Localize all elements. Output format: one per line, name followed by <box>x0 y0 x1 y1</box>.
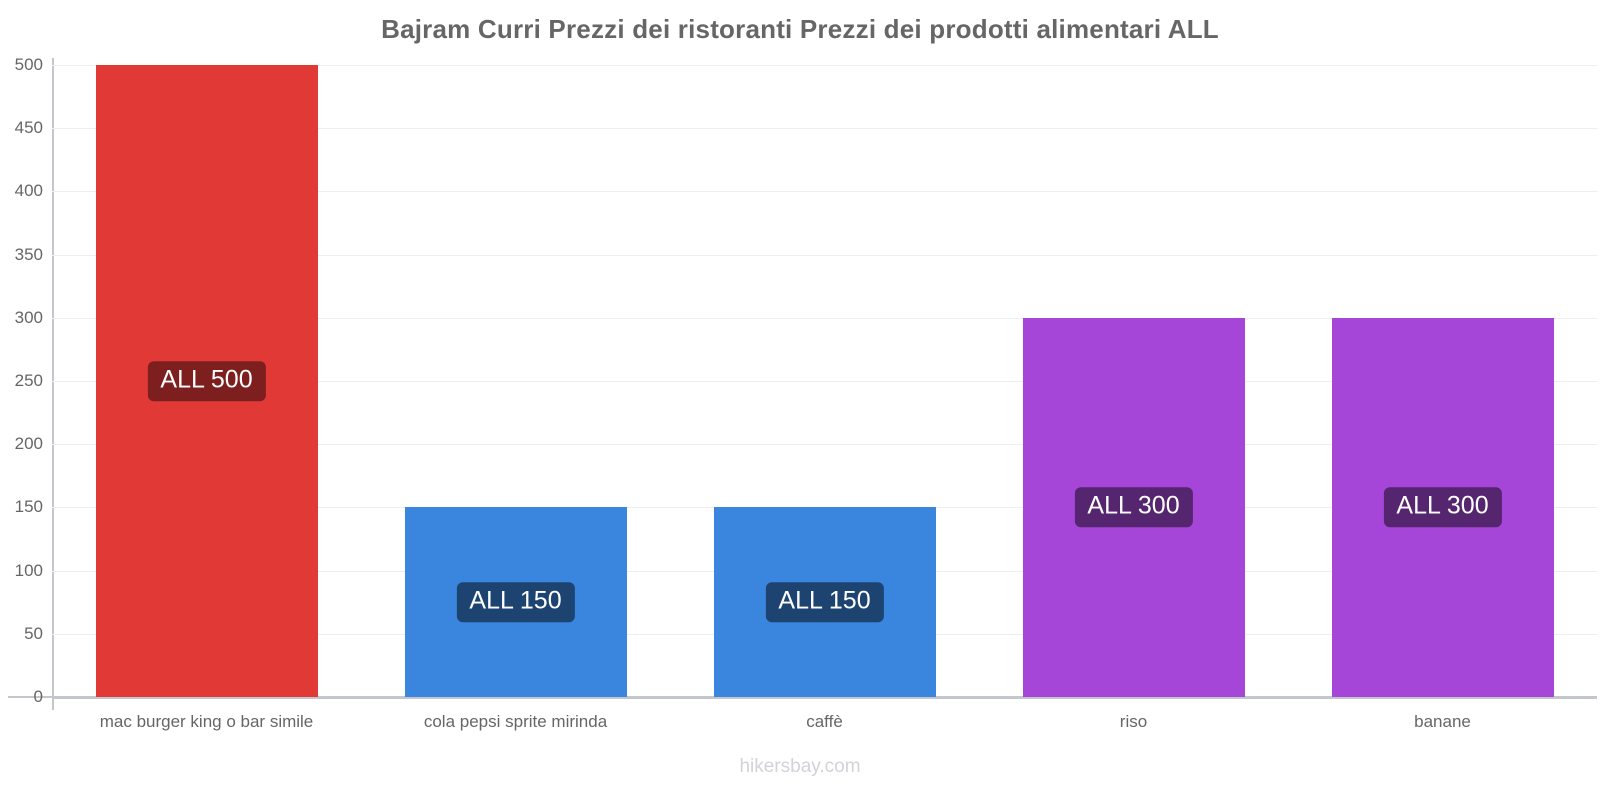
x-axis-category-label: banane <box>1414 712 1471 731</box>
gridline-0 <box>52 697 1597 699</box>
y-axis-tick-label: 150 <box>14 497 43 517</box>
x-axis-category-label: riso <box>1119 712 1148 731</box>
x-axis-category-label: mac burger king o bar simile <box>99 712 314 731</box>
gridline-350 <box>52 254 1597 256</box>
plot-area: 0 50 100 150 200 250 300 350 400 450 500 ALL 500 ALL… <box>15 55 1597 706</box>
bar-value-label: ALL 500 <box>147 361 266 401</box>
gridline-300 <box>52 317 1597 319</box>
y-axis-tick-label: 50 <box>24 623 43 643</box>
bar[interactable]: ALL 300 <box>1022 317 1245 697</box>
gridline-450 <box>52 128 1597 130</box>
bar-value-label: ALL 300 <box>1383 487 1502 528</box>
gridline-500 <box>52 65 1597 66</box>
chart-title: Bajram Curri Prezzi dei ristoranti Prezz… <box>381 14 1219 44</box>
gridline-400 <box>52 191 1597 193</box>
x-axis-category-label: cola pepsi sprite mirinda <box>423 712 608 731</box>
y-axis-tick-label: 400 <box>14 181 43 201</box>
gridline-200 <box>52 444 1597 446</box>
y-axis-tick-label: 450 <box>14 118 43 138</box>
footer-credit: hikersbay.com <box>739 756 861 777</box>
y-axis-tick-label: 250 <box>14 371 43 390</box>
bar-value-label: ALL 300 <box>1074 487 1193 528</box>
y-axis-tick-label: 300 <box>14 307 43 327</box>
y-axis-tick-label: 350 <box>14 244 43 264</box>
gridline-250 <box>52 381 1597 382</box>
bar[interactable]: ALL 500 <box>95 65 318 697</box>
bar-value-label: ALL 150 <box>765 582 884 622</box>
bar[interactable]: ALL 150 <box>713 507 936 697</box>
y-axis-line <box>52 58 54 710</box>
bar[interactable]: ALL 300 <box>1331 317 1554 697</box>
y-axis-tick-label: 100 <box>14 560 43 580</box>
bar-value-label: ALL 150 <box>456 582 575 622</box>
y-axis-tick-label: 200 <box>14 434 43 454</box>
bar[interactable]: ALL 150 <box>404 507 627 697</box>
x-axis-category-label: caffè <box>806 712 843 731</box>
y-axis-tick-label: 500 <box>14 55 43 74</box>
y-axis-tick-label: 0 <box>33 687 43 706</box>
